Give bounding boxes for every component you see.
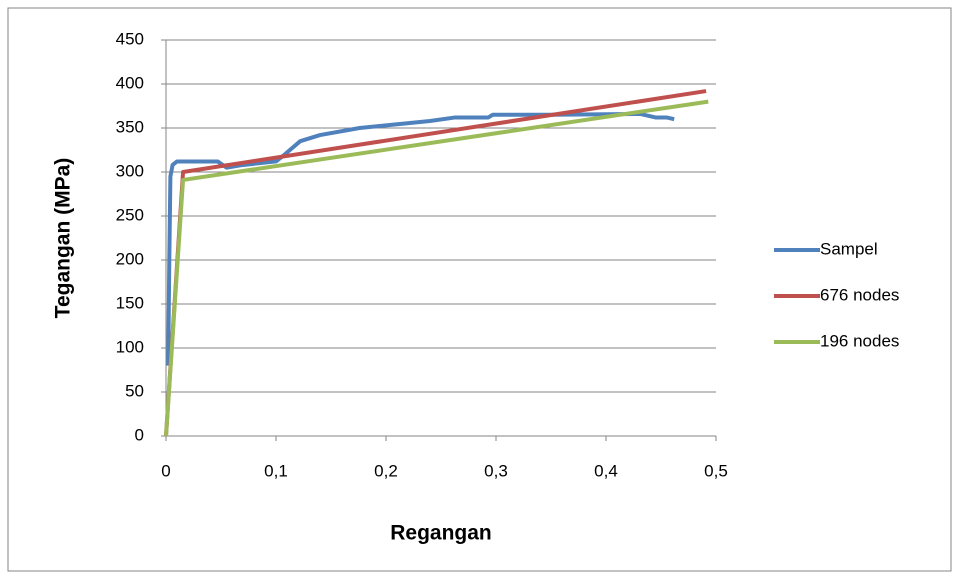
chart-border — [8, 8, 951, 571]
y-tick-label: 400 — [116, 73, 144, 92]
x-tick-label: 0,2 — [374, 461, 398, 480]
y-tick-label: 150 — [116, 293, 144, 312]
x-tick-label: 0 — [161, 461, 170, 480]
y-tick-label: 450 — [116, 29, 144, 48]
y-tick-label: 200 — [116, 249, 144, 268]
legend-label: 676 nodes — [820, 285, 899, 304]
x-tick-label: 0,5 — [704, 461, 728, 480]
chart: Regangan Tegangan (MPa) 0 50 100 150 200 250 3… — [0, 0, 960, 579]
legend-label: Sampel — [820, 239, 878, 258]
y-tick-label: 100 — [116, 337, 144, 356]
y-axis-title: Tegangan (MPa) — [52, 158, 75, 319]
y-tick-label: 250 — [116, 205, 144, 224]
legend-label: 196 nodes — [820, 331, 899, 350]
x-axis-title: Regangan — [390, 522, 492, 545]
page: {"chart_data": {"type": "line", "x_label… — [0, 0, 960, 579]
x-tick-label: 0,1 — [264, 461, 288, 480]
x-tick-label: 0,3 — [484, 461, 508, 480]
y-tick-label: 300 — [116, 161, 144, 180]
x-tick-label: 0,4 — [594, 461, 618, 480]
y-tick-label: 50 — [125, 381, 144, 400]
y-tick-label: 350 — [116, 117, 144, 136]
y-tick-label: 0 — [135, 425, 144, 444]
